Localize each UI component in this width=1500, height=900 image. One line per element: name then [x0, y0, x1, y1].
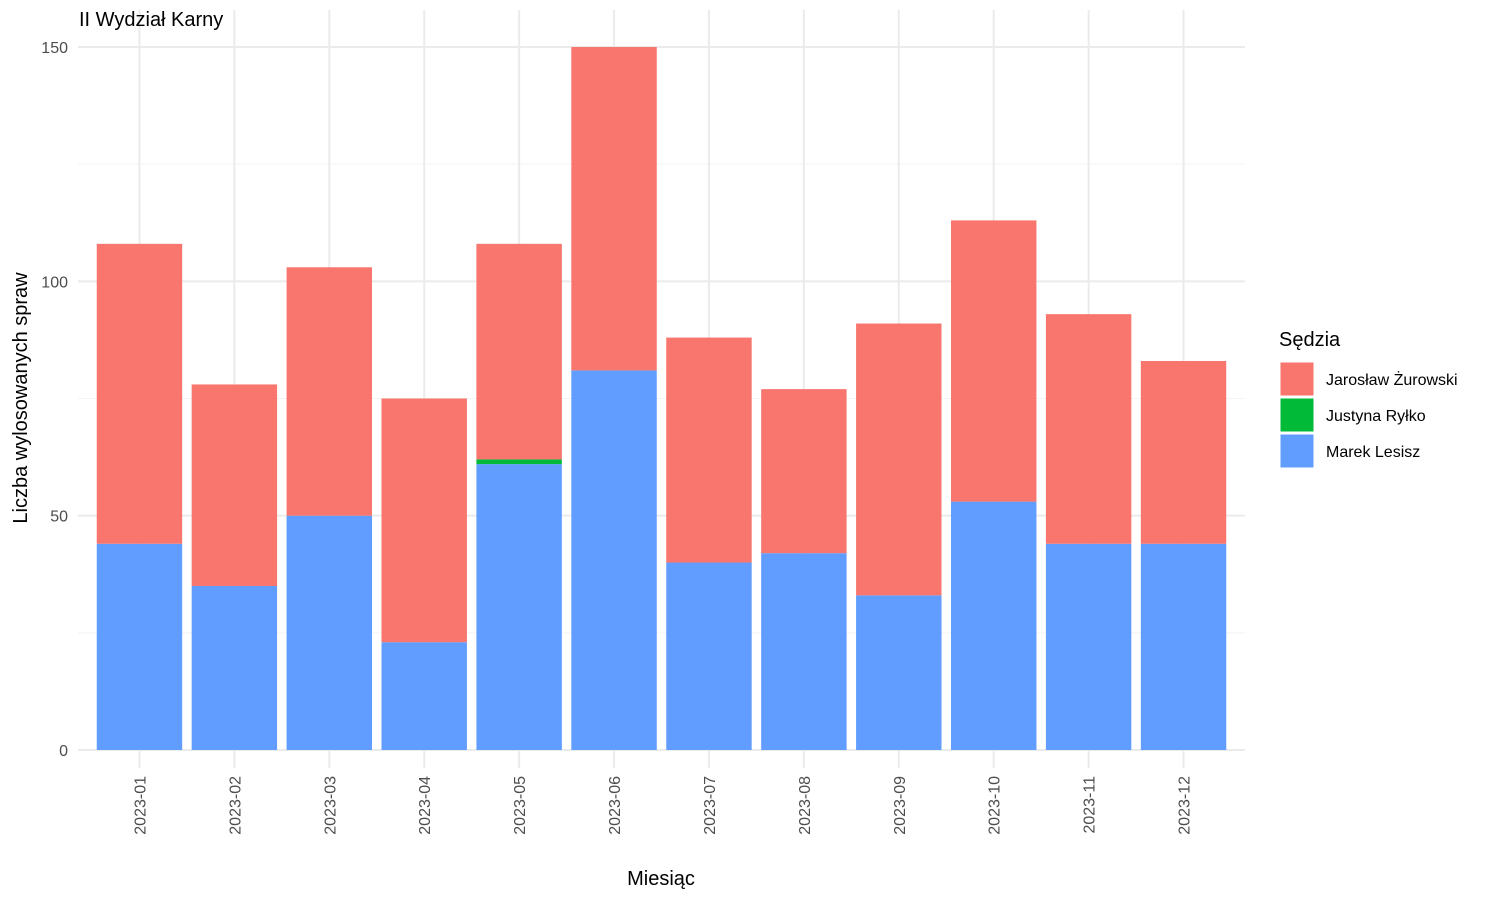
bar-segment [950, 220, 1037, 502]
x-tick-label: 2023-08 [797, 776, 814, 835]
legend-key [1279, 361, 1315, 397]
chart-title: II Wydział Karny [79, 9, 223, 31]
x-axis-title: Miesiąc [627, 868, 695, 890]
bar-segment [761, 553, 847, 750]
legend-label: Marek Lesisz [1326, 444, 1420, 461]
bar-segment [571, 47, 657, 371]
legend-title: Sędzia [1279, 329, 1341, 351]
bars [96, 47, 1227, 750]
bar-segment [191, 585, 278, 750]
bar-segment [381, 398, 467, 643]
y-axis-ticks: 0 50 100 150 [41, 40, 68, 760]
bar-segment [1140, 543, 1227, 750]
bar-segment [1140, 361, 1227, 544]
bar-segment [286, 267, 373, 516]
bar-segment [1045, 314, 1132, 544]
y-tick-label: 0 [59, 743, 68, 760]
x-tick-label: 2023-05 [512, 776, 529, 835]
bar-segment [1045, 543, 1132, 750]
bar-segment [571, 370, 657, 750]
bar-segment [381, 642, 467, 750]
bar-segment [286, 515, 373, 750]
legend-key [1279, 433, 1315, 469]
legend-label: Jarosław Żurowski [1326, 370, 1458, 389]
bar-segment [476, 243, 562, 460]
bar-segment [96, 543, 183, 750]
bar-segment [856, 323, 942, 596]
x-tick-label: 2023-12 [1177, 776, 1194, 835]
bar-segment [476, 459, 562, 465]
bar-segment [96, 243, 183, 544]
legend: Sędzia Jarosław Żurowski Justyna Ryłko Mar… [1279, 329, 1458, 469]
legend-label: Justyna Ryłko [1326, 408, 1426, 425]
y-axis-title: Liczba wylosowanych spraw [10, 272, 32, 524]
x-tick-label: 2023-06 [607, 776, 624, 835]
x-tick-label: 2023-01 [132, 776, 149, 835]
bar-segment [666, 337, 752, 563]
y-tick-label: 100 [41, 274, 68, 291]
x-axis-ticks: 2023-01 2023-02 2023-03 2023-04 2023-05 2023-… [132, 776, 1193, 835]
y-tick-label: 150 [41, 40, 68, 57]
x-tick-label: 2023-02 [227, 776, 244, 835]
legend-key [1279, 397, 1315, 433]
y-tick-label: 50 [50, 509, 68, 526]
bar-segment [761, 389, 847, 554]
x-tick-label: 2023-11 [1082, 776, 1099, 834]
bar-segment [476, 464, 562, 750]
bar-segment [950, 501, 1037, 750]
x-tick-label: 2023-03 [322, 776, 339, 835]
bar-segment [666, 562, 752, 750]
bar-segment [856, 595, 942, 750]
x-tick-label: 2023-04 [417, 776, 434, 835]
x-tick-label: 2023-10 [987, 776, 1004, 835]
x-tick-label: 2023-07 [702, 776, 719, 835]
x-tick-label: 2023-09 [892, 776, 909, 835]
bar-segment [191, 384, 278, 586]
